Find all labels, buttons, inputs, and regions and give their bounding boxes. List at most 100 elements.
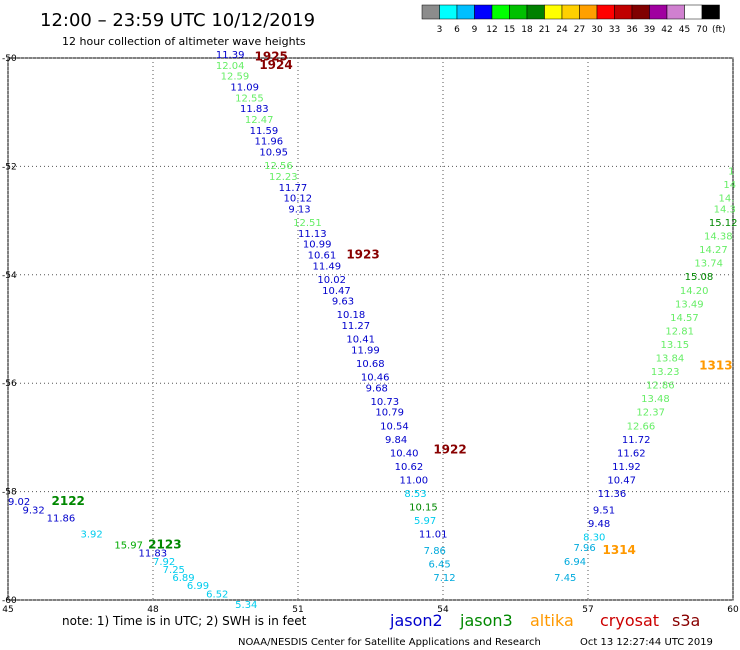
wave-height-value: 8.53 — [404, 489, 426, 500]
footer-timestamp: Oct 13 12:27:44 UTC 2019 — [580, 637, 713, 648]
wave-height-value: 7.45 — [554, 573, 576, 584]
wave-height-value: 13.23 — [651, 367, 680, 378]
lat-tick-label: -60 — [2, 596, 17, 606]
map-axis-labels: 45 48 51 54 57 60 -50 -52 -54 -56 -58 -60 — [2, 54, 739, 615]
wave-height-value: 10.46 — [361, 372, 390, 383]
wave-height-value: 12.04 — [216, 61, 245, 72]
wave-height-value: 11.92 — [612, 462, 641, 473]
lon-tick-label: 51 — [292, 605, 303, 615]
wave-height-value: 9.02 — [8, 497, 30, 508]
legend-swatch — [544, 4, 563, 20]
wave-height-value: 6.45 — [429, 559, 451, 570]
legend-swatch — [684, 4, 703, 20]
wave-height-value: 12.23 — [269, 172, 298, 183]
legend-swatch-label: 27 — [574, 25, 585, 35]
time-label: 1925 — [255, 50, 288, 64]
wave-height-value: 12.81 — [665, 326, 694, 337]
track-altika-ascending: 1 14 14.14.3 15.12 14.38 14.27 13.74 15.08 14.20… — [554, 167, 737, 585]
wave-height-value: 7.92 — [153, 557, 175, 568]
wave-height-value: 11.59 — [250, 126, 279, 137]
wave-height-value: 15.08 — [685, 272, 714, 283]
wave-height-value: 12.37 — [636, 408, 665, 419]
wave-height-value: 12.59 — [221, 72, 250, 83]
wave-height-value: 5.34 — [235, 600, 257, 611]
wave-height-value: 11.62 — [617, 448, 646, 459]
wave-height-value: 12.51 — [293, 218, 322, 229]
lat-tick-label: -50 — [2, 54, 17, 64]
wave-height-value: 11.96 — [255, 137, 284, 148]
legend-swatch-label: 18 — [521, 25, 533, 35]
legend-swatch-label: 3 — [437, 25, 443, 35]
page-subtitle: 12 hour collection of altimeter wave hei… — [62, 35, 306, 48]
page-title: 12:00 – 23:59 UTC 10/12/2019 — [40, 10, 315, 31]
wave-height-value: 11.83 — [139, 549, 168, 560]
wave-height-value: 12.55 — [235, 93, 264, 104]
wave-height-value: 7.86 — [424, 546, 446, 557]
wave-height-value: 10.47 — [322, 286, 351, 297]
wave-height-value: 10.47 — [607, 475, 636, 486]
wave-height-value: 10.02 — [317, 275, 346, 286]
wave-height-value: 13.48 — [641, 394, 670, 405]
legend-swatch-label: 9 — [472, 25, 478, 35]
lon-tick-label: 57 — [582, 605, 593, 615]
satellite-name-jason2: jason2 — [389, 611, 443, 630]
wave-height-value: 9.63 — [332, 297, 354, 308]
wave-height-value: 10.41 — [346, 335, 375, 346]
lon-tick-label: 45 — [2, 605, 13, 615]
wave-height-value: 11.86 — [47, 513, 76, 524]
time-label: 2122 — [52, 494, 85, 508]
legend-swatch-label: 36 — [626, 25, 638, 35]
wave-height-value: 6.89 — [172, 573, 194, 584]
wave-height-value: 13.49 — [675, 299, 704, 310]
time-label: 1314 — [603, 543, 636, 557]
time-label: 1313 — [699, 359, 732, 373]
lat-tick-label: -54 — [2, 271, 17, 281]
wave-height-value: 10.95 — [259, 148, 288, 159]
legend-swatch-label: 12 — [486, 25, 497, 35]
wave-height-value: 9.84 — [385, 435, 407, 446]
lat-tick-label: -56 — [2, 379, 17, 389]
wave-height-value: 13.15 — [661, 340, 690, 351]
wave-height-value: 11.36 — [598, 489, 627, 500]
legend-swatch — [561, 4, 580, 20]
legend-swatch — [509, 4, 528, 20]
track-s3a-descending: 11.3912.0412.5911.0912.5511.8312.4711.59… — [216, 50, 456, 584]
lon-tick-label: 60 — [727, 605, 739, 615]
map-gridlines — [7, 57, 734, 601]
lat-tick-label: -58 — [2, 488, 17, 498]
wave-height-value: 14.38 — [704, 232, 733, 243]
satellite-name-cryosat: cryosat — [600, 611, 659, 630]
wave-height-value: 12.66 — [627, 421, 656, 432]
legend-swatch-label: 39 — [644, 25, 656, 35]
legend-swatch — [579, 4, 598, 20]
legend-swatch-label: 33 — [609, 25, 620, 35]
legend-swatch — [421, 4, 440, 20]
wave-height-value: 12.56 — [264, 161, 293, 172]
legend-swatch — [474, 4, 493, 20]
wave-height-value: 12.86 — [646, 381, 675, 392]
wave-height-value: 10.99 — [303, 240, 332, 251]
wave-height-value: 15.12 — [709, 218, 738, 229]
wave-height-value: 10.12 — [284, 194, 313, 205]
time-label: 1924 — [259, 58, 292, 72]
wave-height-value: 1 — [728, 167, 734, 178]
legend-swatch — [614, 4, 633, 20]
legend-swatch-label: 6 — [454, 25, 460, 35]
wave-height-value: 7.96 — [574, 543, 596, 554]
satellite-name-altika: altika — [530, 611, 574, 630]
wave-height-value: 7.12 — [433, 573, 455, 584]
wave-height-value: 14.3 — [714, 204, 736, 215]
footer-credit: NOAA/NESDIS Center for Satellite Applica… — [238, 637, 541, 648]
wave-height-value: 10.18 — [337, 310, 366, 321]
legend-swatch-label: 24 — [556, 25, 568, 35]
wave-height-value: 11.13 — [298, 229, 327, 240]
legend-swatch — [526, 4, 545, 20]
wave-height-value: 9.51 — [593, 505, 615, 516]
wave-height-value: 11.00 — [400, 475, 429, 486]
wave-height-value: 10.40 — [390, 448, 419, 459]
lat-tick-label: -52 — [2, 162, 17, 172]
satellite-tracks: 11.3912.0412.5911.0912.5511.8312.4711.59… — [8, 50, 737, 611]
wave-height-value: 5.97 — [414, 516, 436, 527]
wave-height-value: 11.77 — [279, 183, 308, 194]
